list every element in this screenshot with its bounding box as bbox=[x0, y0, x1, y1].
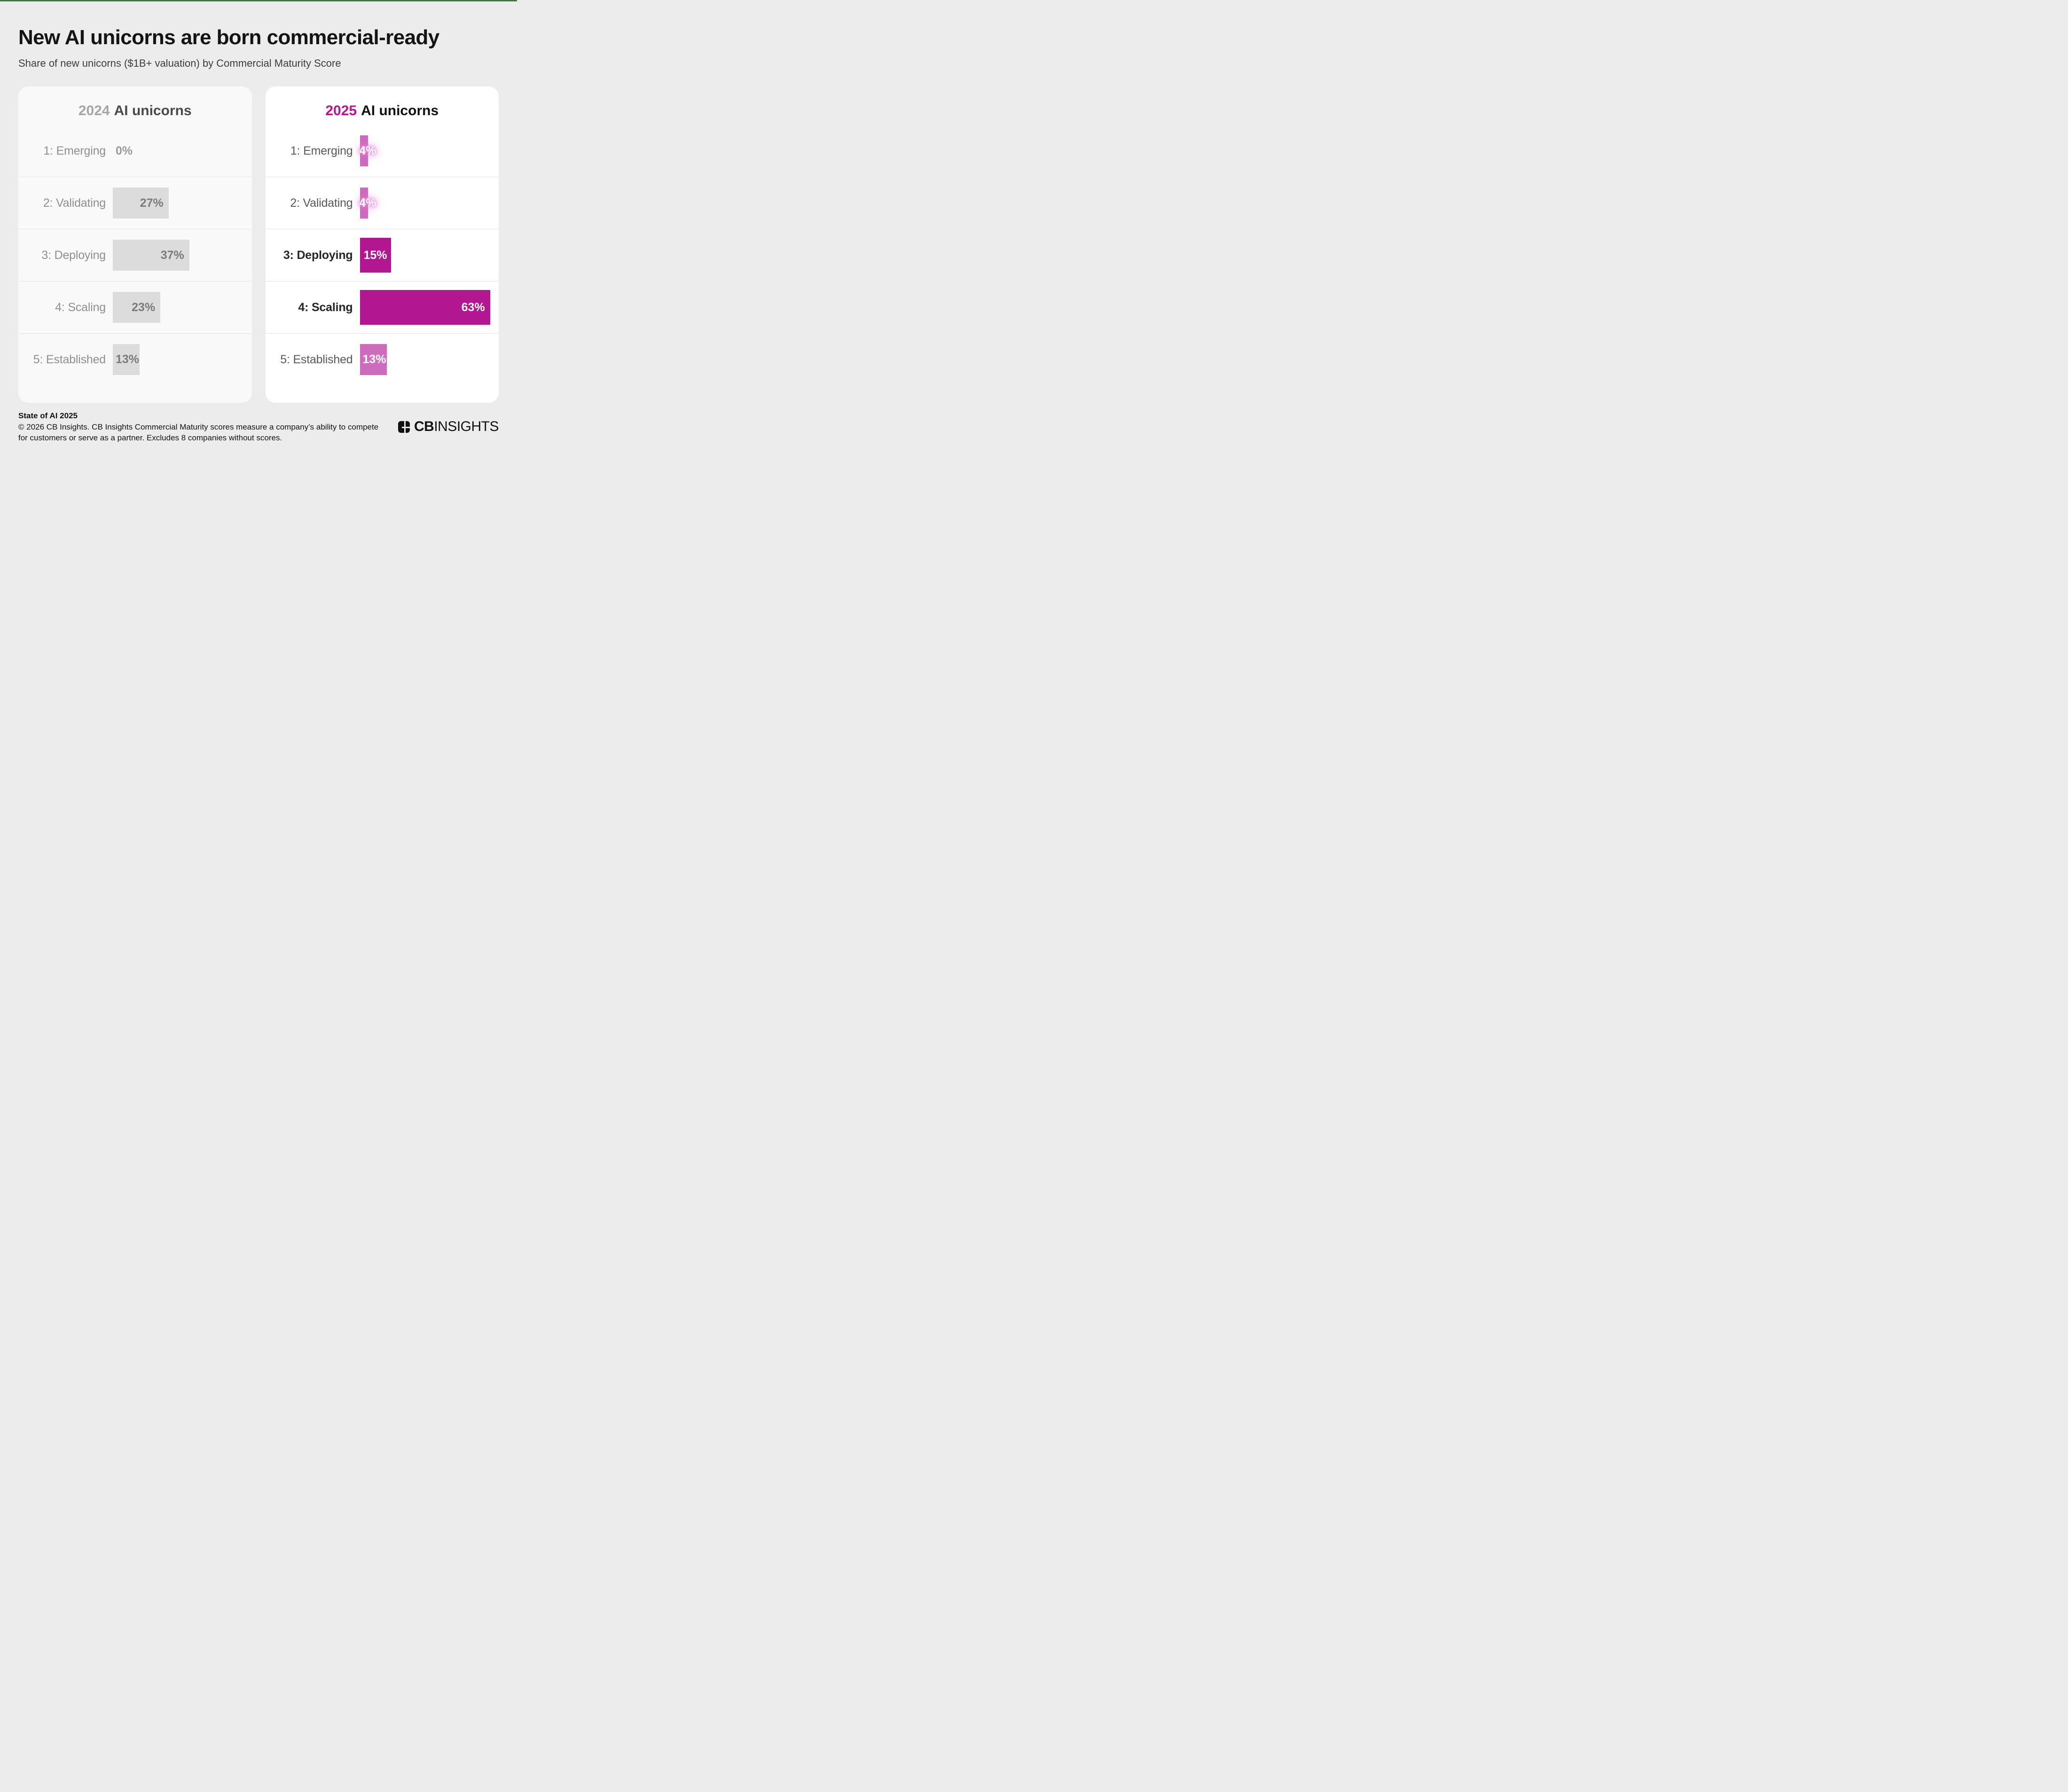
bar-zone: 0% bbox=[113, 125, 252, 177]
value-label: 0% bbox=[116, 144, 133, 157]
panel-year-label: 2025 bbox=[325, 103, 357, 118]
value-bar bbox=[360, 135, 368, 166]
category-label: 3: Deploying bbox=[283, 248, 353, 262]
value-bar: 27% bbox=[113, 188, 169, 219]
value-label: 4% bbox=[359, 144, 376, 157]
category-label: 2: Validating bbox=[43, 196, 106, 210]
panel-title-rest: AI unicorns bbox=[114, 103, 192, 118]
value-bar: 37% bbox=[113, 240, 189, 271]
maturity-row: 1: Emerging 0% bbox=[18, 125, 252, 177]
value-bar: 63% bbox=[360, 290, 490, 325]
category-label: 4: Scaling bbox=[298, 300, 353, 314]
page-subtitle: Share of new unicorns ($1B+ valuation) b… bbox=[18, 57, 341, 69]
footnote-line-1: © 2026 CB Insights. CB Insights Commerci… bbox=[18, 422, 379, 431]
value-label: 15% bbox=[363, 248, 387, 262]
maturity-row: 1: Emerging 4% bbox=[266, 125, 499, 177]
maturity-rows-2024: 1: Emerging 0% 2: Validating 27% 3: Deployin… bbox=[18, 125, 252, 385]
panel-title-2025: 2025 AI unicorns bbox=[266, 102, 499, 119]
cbinsights-logo-icon bbox=[398, 421, 410, 433]
maturity-row: 5: Established 13% bbox=[18, 333, 252, 385]
maturity-row: 2: Validating 4% bbox=[265, 177, 499, 229]
maturity-row: 4: Scaling 23% bbox=[18, 281, 252, 333]
category-label: 4: Scaling bbox=[55, 300, 106, 314]
cbinsights-logo-text: CBINSIGHTS bbox=[414, 420, 499, 434]
value-label: 4% bbox=[359, 196, 376, 210]
top-accent-bar bbox=[0, 0, 517, 1]
panel-2025: 2025 AI unicorns 1: Emerging 4% 2: Validati… bbox=[265, 86, 499, 403]
category-label: 1: Emerging bbox=[43, 144, 106, 157]
panel-year-label: 2024 bbox=[78, 103, 110, 118]
category-label: 2: Validating bbox=[290, 196, 353, 210]
value-label: 63% bbox=[461, 300, 485, 314]
bar-zone: 13% bbox=[113, 334, 252, 385]
footnote-line-2: for customers or serve as a partner. Exc… bbox=[18, 433, 282, 442]
footnote: State of AI 2025 © 2026 CB Insights. CB … bbox=[18, 410, 378, 444]
value-bar bbox=[360, 344, 387, 375]
logo-text-insights: INSIGHTS bbox=[434, 419, 499, 435]
footnote-heading: State of AI 2025 bbox=[18, 411, 78, 420]
maturity-row: 3: Deploying 15% bbox=[265, 229, 499, 281]
maturity-row: 2: Validating 27% bbox=[18, 177, 252, 229]
value-label: 13% bbox=[116, 352, 140, 366]
value-label: 37% bbox=[160, 248, 184, 262]
logo-icon-horizontal-slit bbox=[402, 426, 410, 428]
bar-zone: 15% bbox=[360, 229, 499, 281]
chart-panels: 2024 AI unicorns 1: Emerging 0% 2: Validati… bbox=[18, 86, 499, 403]
logo-text-cb: CB bbox=[414, 419, 434, 435]
panel-2024: 2024 AI unicorns 1: Emerging 0% 2: Validati… bbox=[18, 86, 252, 403]
bar-zone: 4% bbox=[359, 177, 499, 229]
bar-zone: 37% bbox=[113, 229, 252, 281]
bar-zone: 4% bbox=[359, 125, 499, 177]
value-bar bbox=[360, 188, 368, 219]
panel-title-rest: AI unicorns bbox=[361, 103, 439, 118]
maturity-row: 4: Scaling 63% bbox=[265, 281, 499, 333]
panel-title-2024: 2024 AI unicorns bbox=[18, 102, 252, 119]
value-bar bbox=[113, 344, 140, 375]
footer: State of AI 2025 © 2026 CB Insights. CB … bbox=[18, 410, 499, 444]
page-title: New AI unicorns are born commercial-read… bbox=[18, 26, 439, 49]
maturity-row: 3: Deploying 37% bbox=[18, 229, 252, 281]
value-bar: 23% bbox=[113, 292, 161, 323]
category-label: 3: Deploying bbox=[41, 248, 106, 262]
category-label: 5: Established bbox=[33, 352, 106, 366]
category-label: 1: Emerging bbox=[290, 144, 353, 157]
value-label: 23% bbox=[132, 300, 156, 314]
bar-zone: 13% bbox=[360, 334, 499, 385]
cbinsights-logo: CBINSIGHTS bbox=[398, 420, 499, 434]
maturity-row: 5: Established 13% bbox=[265, 333, 499, 385]
category-label: 5: Established bbox=[280, 352, 353, 366]
maturity-rows-2025: 1: Emerging 4% 2: Validating 4% 3: Deploying… bbox=[265, 125, 499, 385]
bar-zone: 27% bbox=[113, 177, 252, 229]
value-label: 13% bbox=[362, 352, 386, 366]
bar-zone: 23% bbox=[113, 282, 252, 333]
bar-zone: 63% bbox=[360, 282, 499, 333]
value-bar: 15% bbox=[360, 238, 391, 273]
value-label: 27% bbox=[140, 196, 164, 210]
